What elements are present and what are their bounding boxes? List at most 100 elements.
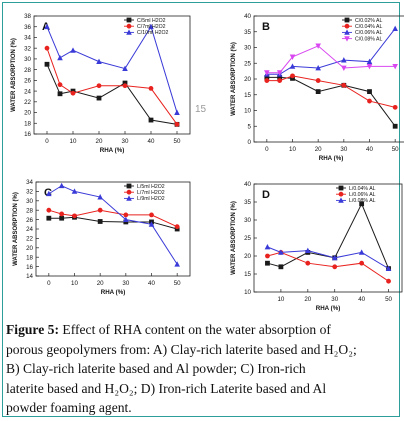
panel-d-data-point (386, 278, 391, 284)
panel-b-legend-marker (344, 36, 350, 42)
panel-a-chart: 0 10 20 30 40 50 16 18 20 22 24 26 28 30 32 34 36 38 RHA (… (11, 13, 191, 154)
panel-a-legend-marker (126, 23, 132, 29)
panel-d-series-0 (265, 201, 391, 271)
panel-c-data-point (97, 207, 103, 213)
panel-d-chart: 10 20 30 40 50 10 15 20 25 30 35 40 RHA (%) WATER ABS… (231, 181, 403, 312)
panel-d-data-point (358, 249, 365, 255)
panel-b-data-point (392, 123, 398, 129)
panel-b-xtick-label: 20 (315, 146, 322, 153)
panel-c-ytick-label: 32 (26, 189, 33, 196)
panel-c-data-point (46, 215, 52, 221)
panel-c-data-point (97, 219, 103, 224)
panel-d-ytick-label: 35 (244, 199, 251, 206)
panel-c-series-2 (46, 182, 180, 267)
panel-b-ytick-label: 15 (244, 92, 251, 99)
panel-b-ytick-label: 25 (244, 60, 251, 67)
panel-d-xtick-label: 20 (304, 296, 311, 303)
panel-b-legend-label: C/0.08% AL (355, 36, 383, 42)
panel-b-letter: B (262, 21, 270, 33)
panel-a-legend-marker (126, 29, 132, 35)
caption-line-5: powder foaming agent. (6, 400, 132, 416)
panel-c-data-point (46, 207, 52, 213)
panel-b-series-3 (264, 43, 398, 76)
panel-b-xtick-label: 0 (265, 146, 269, 153)
panel-b-xtick-label: 50 (392, 146, 399, 153)
panel-a-xtick-label: 40 (148, 138, 155, 145)
panel-c-data-point (46, 190, 52, 197)
panel-b-data-point (289, 54, 296, 60)
panel-b-chart: 0 10 20 30 40 50 0 5 10 15 20 25 30 35 40 RHA (%) WATER … (231, 13, 404, 162)
panel-a-xtick-label: 30 (122, 138, 129, 145)
panel-d-letter: D (262, 189, 270, 201)
panel-b-data-point (277, 75, 283, 80)
panel-b-series-1 (264, 73, 398, 110)
panel-d-series-1 (265, 250, 391, 284)
panel-c-data-point (59, 215, 65, 221)
panel-a-data-point (96, 83, 102, 89)
panel-d-ytick-label: 25 (244, 235, 251, 242)
panel-a-data-point (174, 121, 180, 127)
panel-d-xtick-label: 40 (358, 296, 365, 303)
panel-d-legend-marker (338, 197, 344, 203)
panel-d-legend-label: L/0.04% AL (349, 186, 376, 192)
panel-a-ytick-label: 20 (24, 110, 31, 117)
panel-b-ytick-label: 5 (248, 123, 252, 130)
panel-d-data-point (278, 249, 284, 255)
panel-c-data-point (174, 261, 180, 267)
panel-c-legend-marker (126, 189, 132, 195)
panel-a-data-point (70, 90, 76, 96)
panel-b-xtick-label: 30 (340, 146, 347, 153)
panel-a-xtick-label: 20 (96, 138, 103, 145)
panel-d-ytick-label: 10 (244, 289, 251, 296)
panel-d-xtick-label: 30 (331, 296, 338, 303)
panel-c-xtick-label: 0 (47, 280, 51, 287)
panel-c-ytick-label: 34 (26, 179, 33, 186)
panel-b-data-point (366, 58, 373, 65)
panel-a-data-point (148, 23, 154, 30)
panel-a-data-point (70, 47, 76, 53)
panel-b-data-point (315, 64, 321, 71)
panel-a-ytick-label: 26 (24, 78, 31, 85)
panel-b-data-point (289, 63, 296, 69)
panel-c-legend-label: L/5ml H2O2 (137, 184, 165, 190)
panel-a-data-point (122, 80, 128, 86)
panel-a-ytick-label: 34 (24, 35, 31, 42)
panel-c-chart: 0 10 20 30 40 50 14 16 18 20 22 24 26 28 30 32 34 RHA (%)… (13, 179, 191, 296)
panel-c-xtick-label: 20 (97, 280, 104, 287)
panel-b-data-point (315, 89, 321, 94)
panel-a-data-point (44, 61, 50, 67)
panel-b-series-2 (264, 25, 398, 77)
panel-c-xtick-label: 40 (148, 280, 155, 287)
panel-b-ytick-label: 0 (248, 139, 252, 146)
panel-a-data-point (122, 65, 128, 71)
panel-a-legend-label: C/10ml H2O2 (137, 30, 169, 36)
panel-b-ytick-label: 30 (244, 45, 251, 52)
panel-a-plot-frame (33, 15, 191, 135)
figure-caption: Figure 5: Effect of RHA content on the w… (6, 320, 398, 418)
caption-label: Figure 5: (6, 322, 59, 337)
panel-a-xlabel: RHA (%) (100, 147, 125, 154)
panel-b-ytick-label: 20 (244, 76, 251, 83)
panel-a-legend-label: C/5ml H2O2 (137, 18, 166, 24)
panel-a-ytick-label: 28 (24, 67, 31, 74)
panel-a-xtick-label: 50 (174, 138, 181, 145)
panel-b-data-point (290, 73, 295, 79)
panel-b-data-point (341, 65, 347, 71)
panel-b-data-point (341, 57, 347, 63)
panel-c-data-point (59, 211, 65, 217)
panel-b-data-point (290, 75, 295, 81)
panel-d-data-point (305, 247, 311, 253)
panel-a-data-point (44, 45, 50, 51)
panel-b-legend-marker (344, 23, 350, 29)
panel-d-legend-marker (338, 185, 344, 191)
panel-c-ytick-label: 20 (26, 245, 33, 252)
panel-d-legend-label: L/0.08% AL (349, 198, 376, 204)
panel-b-legend-label: C/0.04% AL (355, 24, 383, 30)
panel-d-xtick-label: 50 (385, 296, 392, 303)
panel-b-data-point (392, 25, 398, 31)
panel-a-ytick-label: 22 (24, 99, 31, 106)
panel-d-legend-label: L/0.06% AL (349, 192, 376, 198)
panel-a-data-point (96, 58, 102, 64)
panel-d-data-point (265, 253, 270, 259)
panel-b-data-point (341, 82, 347, 88)
